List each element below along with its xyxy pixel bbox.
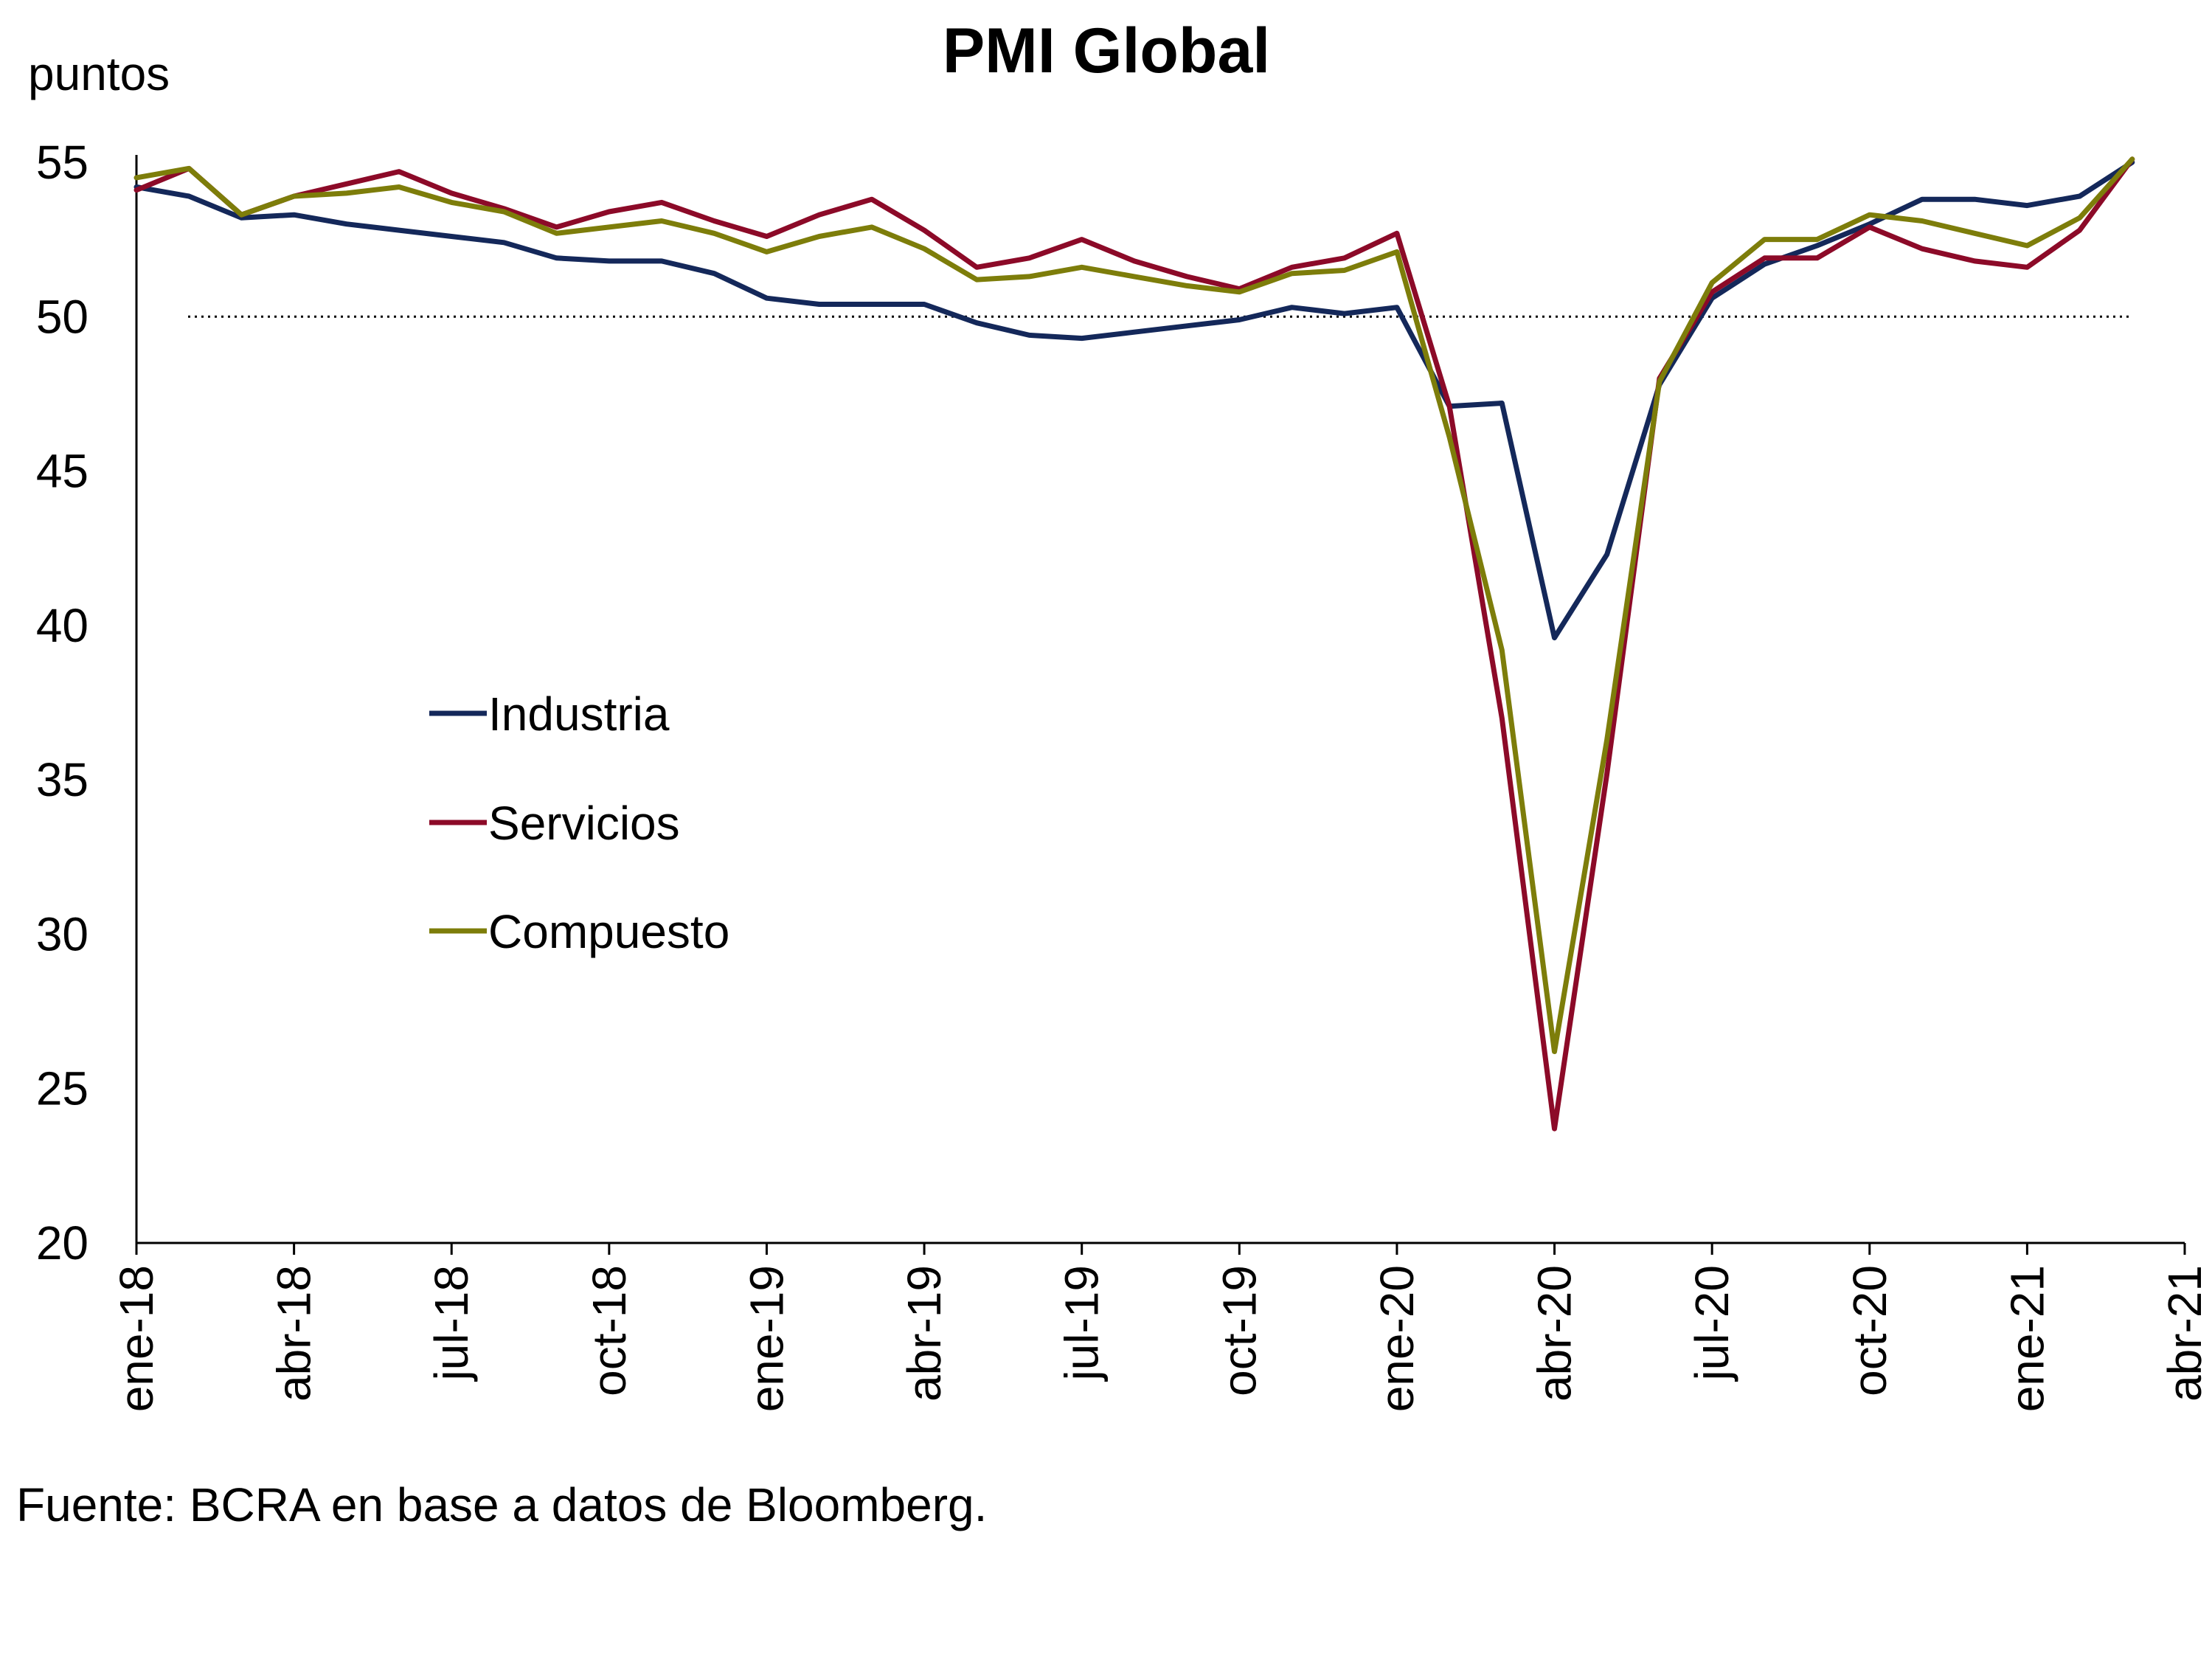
legend-label-servicios: Servicios <box>488 797 680 850</box>
x-tick-label: abr-20 <box>1528 1265 1581 1402</box>
y-tick-label: 40 <box>36 599 89 652</box>
x-tick-label: ene-19 <box>740 1265 793 1412</box>
y-tick-label: 45 <box>36 445 89 498</box>
y-tick-label: 25 <box>36 1062 89 1115</box>
chart-title: PMI Global <box>943 15 1270 86</box>
y-tick-label: 35 <box>36 753 89 806</box>
x-tick-label: ene-20 <box>1370 1265 1424 1412</box>
x-tick-label: abr-21 <box>2158 1265 2211 1402</box>
source-note: Fuente: BCRA en base a datos de Bloomber… <box>16 1478 987 1531</box>
x-tick-label: ene-21 <box>2000 1265 2053 1412</box>
series-layer <box>134 156 2135 1132</box>
x-tick-label: oct-18 <box>583 1265 636 1396</box>
x-tick-label: ene-18 <box>110 1265 163 1412</box>
y-tick-label: 55 <box>36 136 89 189</box>
y-axis-label: puntos <box>28 47 170 100</box>
x-tick-label: abr-18 <box>268 1265 321 1402</box>
x-tick-label: jul-18 <box>425 1265 478 1382</box>
x-tick-label: abr-19 <box>898 1265 951 1402</box>
x-tick-label: jul-19 <box>1055 1265 1109 1382</box>
legend-label-industria: Industria <box>488 688 670 741</box>
x-tick-label: oct-20 <box>1843 1265 1896 1396</box>
y-tick-label: 30 <box>36 907 89 960</box>
y-tick-label: 20 <box>36 1216 89 1270</box>
series-line-industria <box>134 159 2135 641</box>
y-ticks: 20 25 30 35 40 45 50 55 <box>36 136 89 1270</box>
y-tick-label: 50 <box>36 290 89 343</box>
x-ticks: ene-18 abr-18 jul-18 oct-18 ene-19 abr-19 jul-… <box>110 1243 2211 1412</box>
legend-label-compuesto: Compuesto <box>488 905 729 958</box>
legend: Industria Servicios Compuesto <box>429 688 729 958</box>
axes <box>135 155 2185 1244</box>
x-tick-label: oct-19 <box>1213 1265 1266 1396</box>
series-line-servicios <box>134 156 2135 1132</box>
series-line-compuesto <box>134 156 2135 1054</box>
x-tick-label: jul-20 <box>1685 1265 1738 1382</box>
